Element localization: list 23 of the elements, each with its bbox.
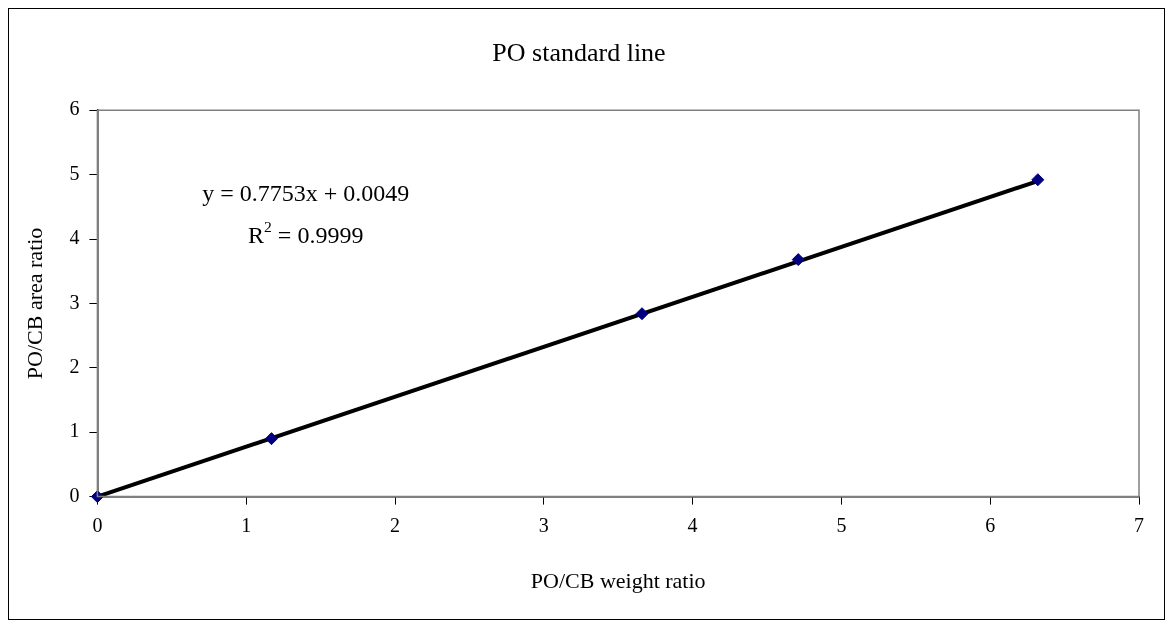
y-tick-label: 5 xyxy=(69,161,80,184)
chart-title: PO standard line xyxy=(492,38,666,68)
point xyxy=(265,432,278,446)
x-tick-label: 7 xyxy=(1134,513,1144,536)
x-tick-label: 3 xyxy=(538,513,549,536)
point xyxy=(635,307,649,321)
y-tick-label: 0 xyxy=(69,483,80,506)
y-tick-label: 1 xyxy=(69,419,80,442)
point xyxy=(1031,173,1045,187)
x-tick-label: 1 xyxy=(241,513,252,536)
annotation: y = 0.7753x + 0.0049 xyxy=(202,180,410,207)
y-tick-label: 2 xyxy=(69,355,80,378)
y-axis-title: PO/CB area ratio xyxy=(21,227,47,380)
x-tick-label: 0 xyxy=(92,513,103,536)
y-tick-label: 4 xyxy=(69,226,80,249)
x-tick-label: 5 xyxy=(836,513,847,536)
x-tick-label: 6 xyxy=(985,513,996,536)
x-tick-label: 2 xyxy=(390,513,400,536)
x-tick-label: 4 xyxy=(687,513,698,536)
y-tick-label: 6 xyxy=(69,97,80,120)
x-axis-title: PO/CB weight ratio xyxy=(530,567,706,593)
point xyxy=(791,253,805,267)
y-tick-label: 3 xyxy=(69,290,80,313)
